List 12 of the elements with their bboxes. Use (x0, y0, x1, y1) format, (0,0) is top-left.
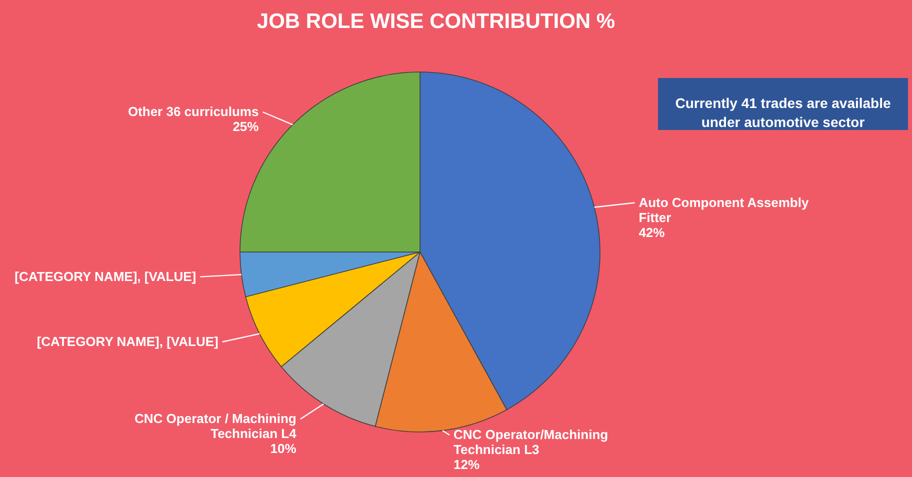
chart-title: JOB ROLE WISE CONTRIBUTION % (256, 10, 616, 33)
text: Currently 41 trades are available under automotive sector (675, 95, 891, 130)
slice-label: CNC Operator/Machining Technician L3 (454, 427, 608, 457)
data-label: 10% (270, 441, 297, 456)
slice-label: [CATEGORY NAME], [VALUE] (14, 268, 196, 284)
slice-label: Auto Component Assembly Fitter (638, 194, 810, 225)
slice-label: [CATEGORY NAME], [VALUE] (36, 334, 218, 349)
data-label: 12% (454, 457, 480, 472)
data-label: 42% (638, 224, 666, 240)
slice-label: CNC Operator / Machining Technician L4 (134, 411, 298, 442)
data-label: 25% (232, 118, 260, 134)
slice-label: Other 36 curriculums (128, 104, 259, 119)
